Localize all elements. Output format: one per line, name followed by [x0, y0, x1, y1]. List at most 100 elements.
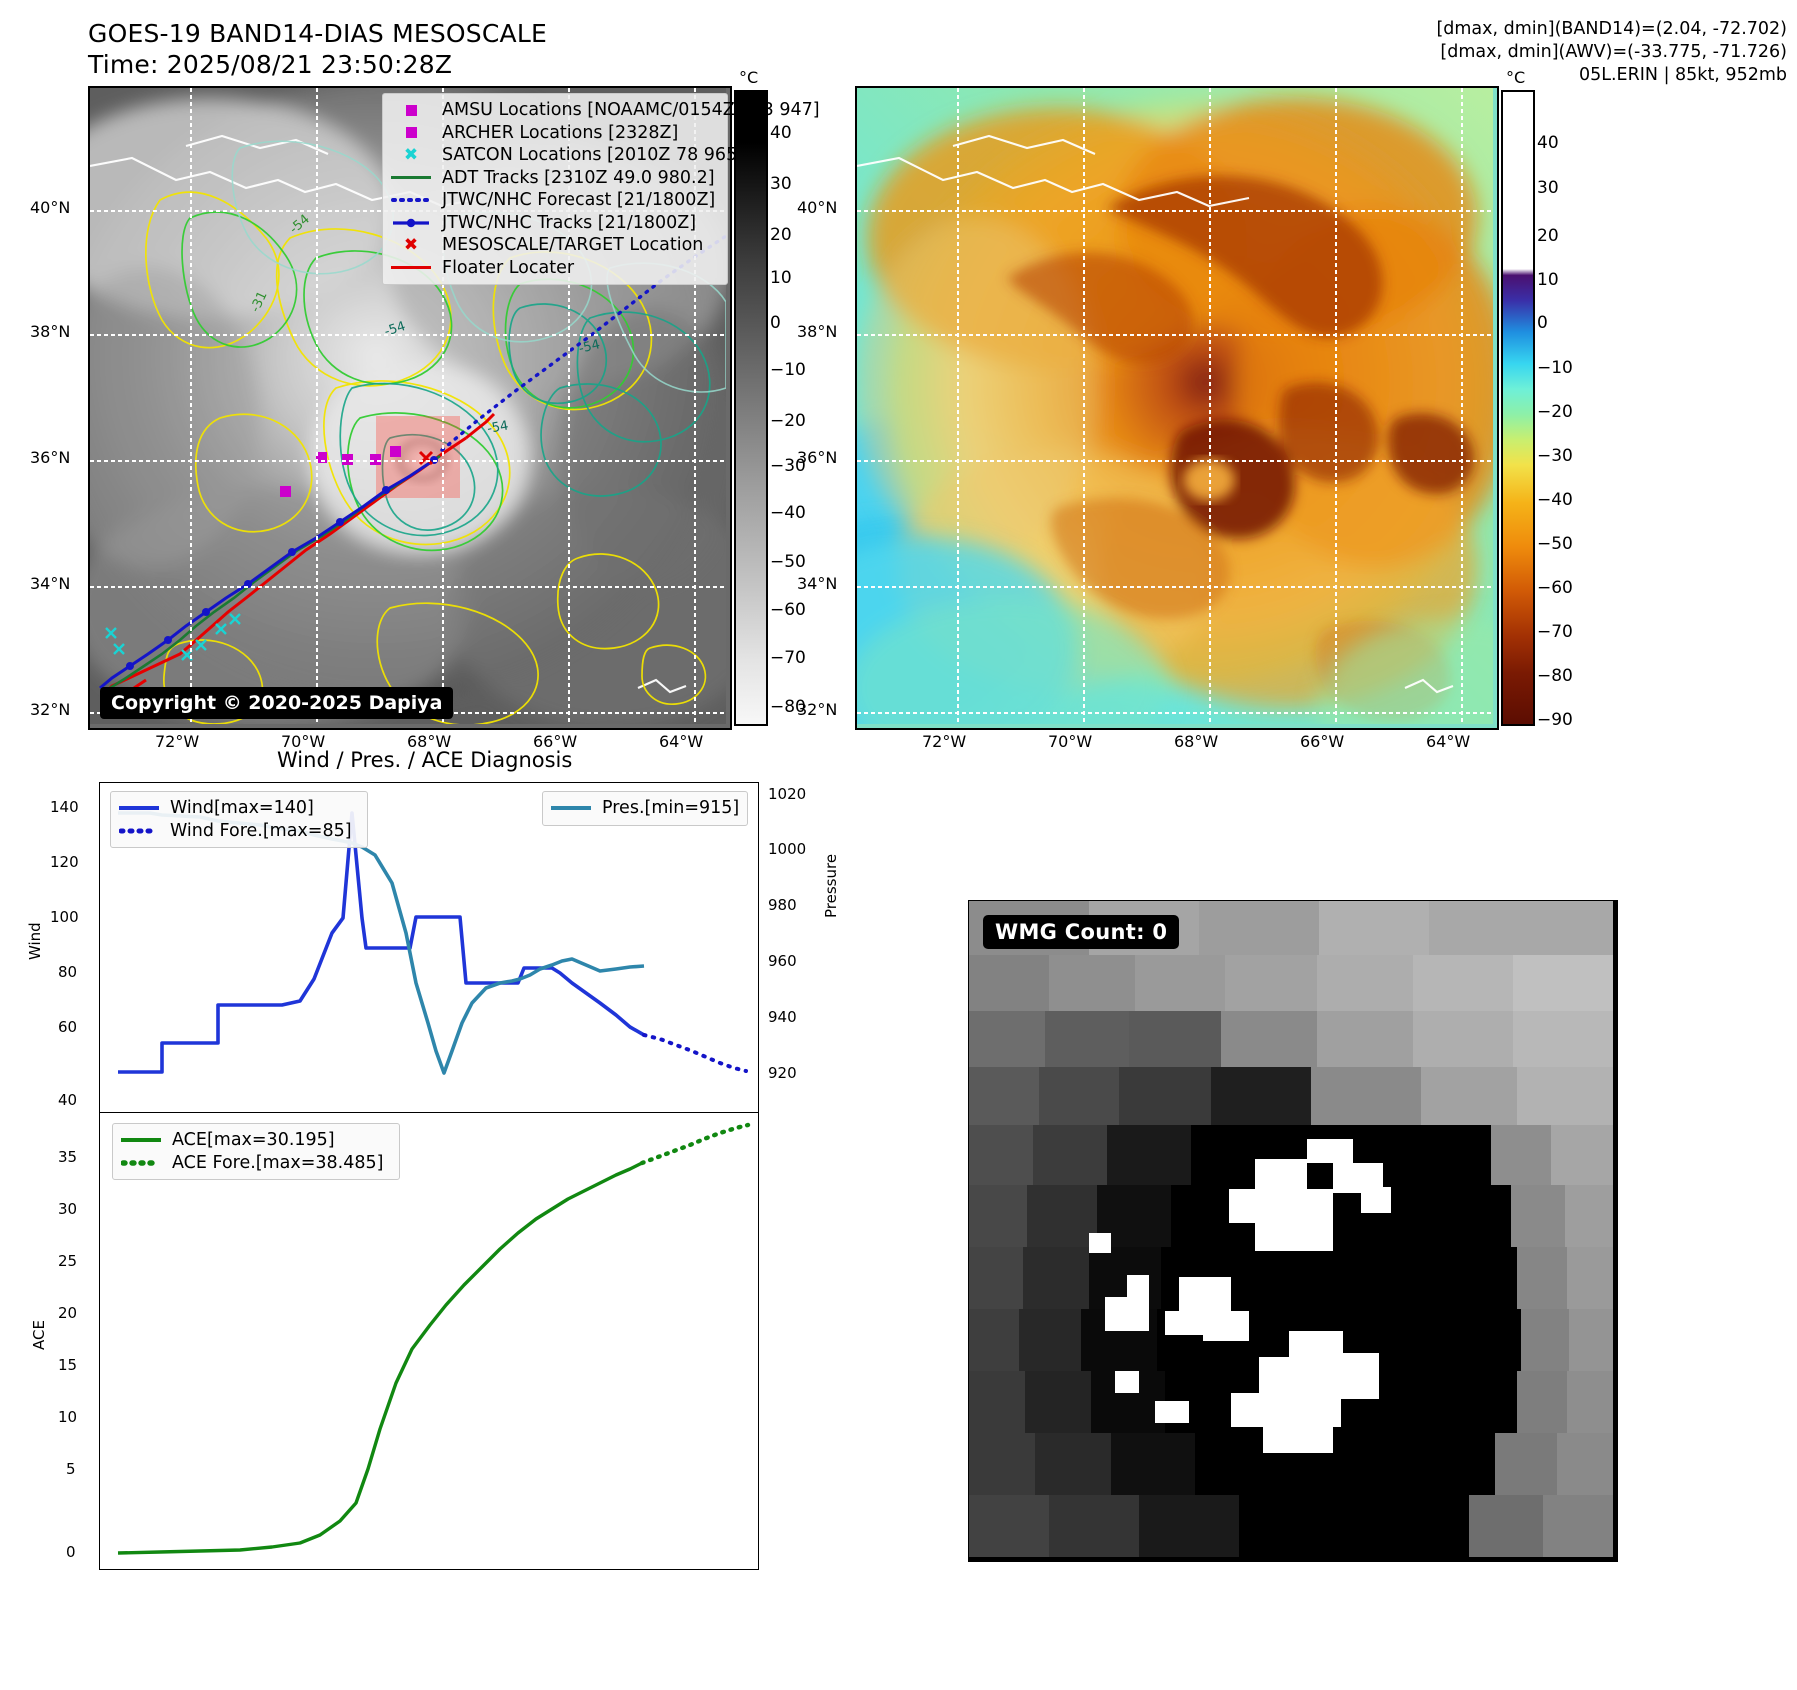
dmax-dmin-awv: [dmax, dmin](AWV)=(-33.775, -71.726) — [1440, 42, 1787, 62]
wmg-count-badge: WMG Count: 0 — [983, 915, 1180, 949]
lon-tick-label: 68°W — [407, 732, 452, 751]
svg-text:-54: -54 — [577, 337, 601, 357]
ace-ytick: 0 — [66, 1543, 76, 1561]
wind-ytick: 80 — [58, 963, 78, 981]
legend-label: ARCHER Locations [2328Z] — [442, 122, 679, 143]
blue-line-marker-icon — [389, 218, 433, 228]
pressure-axis-label: Pressure — [822, 853, 840, 918]
legend-label: ACE Fore.[max=38.485] — [172, 1152, 384, 1173]
lat-tick-label: 36°N — [30, 448, 71, 467]
lat-tick-label: 38°N — [30, 322, 71, 341]
legend-label: MESOSCALE/TARGET Location — [442, 235, 704, 256]
legend-label: ACE[max=30.195] — [172, 1130, 335, 1151]
graticule-line — [1083, 88, 1085, 724]
blue-line-icon — [117, 806, 161, 811]
colorbar-tick: −60 — [1537, 578, 1573, 598]
lat-tick-label: 32°N — [30, 700, 71, 719]
ace-axis-label: ACE — [30, 1320, 48, 1350]
green-dotted-line-icon — [119, 1159, 163, 1166]
graticule-line — [857, 210, 1493, 212]
lon-tick-label: 68°W — [1174, 732, 1219, 751]
graticule-line — [90, 334, 726, 336]
colorbar-tick: −40 — [770, 503, 806, 523]
ace-chart[interactable]: ACE[max=30.195] ACE Fore.[max=38.485] — [99, 1112, 759, 1570]
lat-tick-label: 36°N — [797, 448, 838, 467]
legend-item-ace-forecast[interactable]: ACE Fore.[max=38.485] — [119, 1152, 391, 1175]
wmg-panel[interactable]: WMG Count: 0 — [968, 900, 1618, 1562]
red-x-icon: ✖ — [403, 234, 419, 255]
legend-item-floater[interactable]: Floater Locater — [389, 257, 719, 280]
ace-ytick: 30 — [58, 1200, 78, 1218]
wind-ytick: 100 — [50, 908, 79, 926]
pressure-ytick: 980 — [768, 896, 797, 914]
colorbar-tick: 40 — [1537, 133, 1559, 153]
colorbar-tick: −10 — [770, 360, 806, 380]
wind-forecast-line — [642, 1033, 748, 1073]
right-satellite-map[interactable] — [855, 86, 1499, 730]
ace-legend: ACE[max=30.195] ACE Fore.[max=38.485] — [112, 1123, 400, 1180]
magenta-square-icon — [389, 104, 433, 116]
wind-ytick: 60 — [58, 1018, 78, 1036]
colorbar-tick: 20 — [1537, 226, 1559, 246]
legend-item-archer[interactable]: ARCHER Locations [2328Z] — [389, 122, 719, 145]
ace-ytick: 10 — [58, 1408, 78, 1426]
svg-text:-54: -54 — [486, 418, 510, 436]
legend-label: ADT Tracks [2310Z 49.0 980.2] — [442, 167, 715, 188]
wind-pressure-chart[interactable]: Wind[max=140] Wind Fore.[max=85] Pres.[m… — [99, 782, 759, 1114]
legend-item-forecast[interactable]: JTWC/NHC Forecast [21/1800Z] — [389, 189, 719, 212]
graticule-line — [1335, 88, 1337, 724]
wind-axis-label: Wind — [26, 922, 44, 960]
lon-tick-label: 70°W — [1048, 732, 1093, 751]
legend-item-jtwc-tracks[interactable]: JTWC/NHC Tracks [21/1800Z] — [389, 212, 719, 235]
legend-item-pressure[interactable]: Pres.[min=915] — [549, 797, 739, 820]
lat-tick-label: 34°N — [30, 574, 71, 593]
colorbar-tick: −80 — [1537, 666, 1573, 686]
colorbar-tick: −40 — [1537, 490, 1573, 510]
header-stats: [dmax, dmin](BAND14)=(2.04, -72.702) [dm… — [1436, 18, 1787, 87]
wind-ytick: 120 — [50, 853, 79, 871]
mesoscale-target-box — [376, 416, 460, 498]
colorbar-tick: −30 — [1537, 446, 1573, 466]
pressure-ytick: 940 — [768, 1008, 797, 1026]
diagnosis-title: Wind / Pres. / ACE Diagnosis — [277, 748, 573, 772]
graticule-line — [857, 586, 1493, 588]
colorbar-tick: −20 — [1537, 402, 1573, 422]
legend-item-mesoscale[interactable]: ✖ MESOSCALE/TARGET Location — [389, 234, 719, 257]
wind-ytick: 40 — [58, 1091, 78, 1109]
storm-id-intensity: 05L.ERIN | 85kt, 952mb — [1578, 65, 1787, 85]
ace-series-line — [117, 1161, 643, 1555]
dmax-dmin-band14: [dmax, dmin](BAND14)=(2.04, -72.702) — [1436, 19, 1787, 39]
graticule-line — [316, 88, 318, 724]
legend-item-wind-forecast[interactable]: Wind Fore.[max=85] — [117, 820, 359, 843]
colorbar-tick: −20 — [770, 411, 806, 431]
colorbar-tick: −50 — [770, 552, 806, 572]
legend-label: Pres.[min=915] — [602, 798, 740, 819]
legend-label: Floater Locater — [442, 257, 575, 278]
legend-label: JTWC/NHC Tracks [21/1800Z] — [442, 212, 697, 233]
graticule-line — [90, 586, 726, 588]
graticule-line — [442, 88, 444, 724]
colorbar-tick: −10 — [1537, 358, 1573, 378]
lon-tick-label: 64°W — [659, 732, 704, 751]
legend-item-wind[interactable]: Wind[max=140] — [117, 797, 359, 820]
ace-ytick: 25 — [58, 1252, 78, 1270]
legend-item-ace[interactable]: ACE[max=30.195] — [119, 1129, 391, 1152]
colorbar-tick: 0 — [1537, 313, 1548, 333]
colorbar-tick: −60 — [770, 600, 806, 620]
legend-item-amsu[interactable]: AMSU Locations [NOAAMC/0154Z 113 947] — [389, 99, 820, 122]
map-legend: AMSU Locations [NOAAMC/0154Z 113 947] AR… — [382, 93, 820, 285]
pressure-ytick: 920 — [768, 1064, 797, 1082]
lon-tick-label: 72°W — [922, 732, 967, 751]
page-title-line2: Time: 2025/08/21 23:50:28Z — [88, 50, 453, 79]
right-colorbar-title: °C — [1506, 68, 1526, 87]
coastline — [857, 134, 1454, 694]
legend-item-satcon[interactable]: ✖ SATCON Locations [2010Z 78 965] — [389, 144, 744, 167]
legend-item-adt[interactable]: ADT Tracks [2310Z 49.0 980.2] — [389, 167, 719, 190]
blue-dotted-line-icon — [117, 827, 161, 834]
ace-forecast-line — [639, 1122, 751, 1166]
legend-label: Wind[max=140] — [170, 798, 314, 819]
colorbar-tick: 30 — [770, 174, 792, 194]
colorbar-tick: −70 — [770, 648, 806, 668]
wmg-cold-cores — [1089, 1139, 1391, 1453]
colorbar-tick: 10 — [1537, 270, 1559, 290]
